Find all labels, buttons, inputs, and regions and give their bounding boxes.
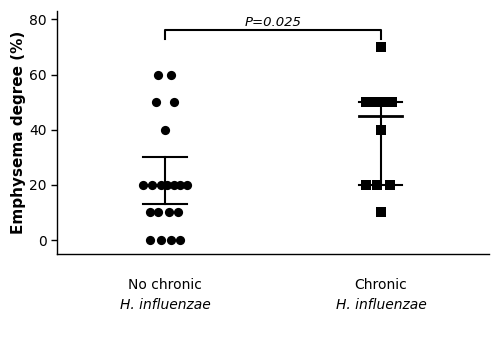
- Point: [140, 182, 147, 188]
- Point: [379, 99, 387, 105]
- Text: No chronic: No chronic: [128, 278, 202, 292]
- Point: [154, 72, 162, 77]
- Point: [163, 182, 171, 188]
- Point: [165, 210, 173, 215]
- Point: [168, 237, 175, 243]
- Point: [377, 127, 385, 132]
- Point: [377, 210, 385, 215]
- Point: [152, 99, 160, 105]
- Point: [377, 44, 385, 50]
- Point: [156, 182, 164, 188]
- Point: [156, 237, 164, 243]
- Point: [176, 182, 184, 188]
- Point: [370, 99, 378, 105]
- Point: [388, 99, 396, 105]
- Point: [386, 182, 394, 188]
- Point: [161, 127, 169, 132]
- Point: [372, 182, 380, 188]
- Text: H. influenzae: H. influenzae: [120, 297, 210, 312]
- Text: P=0.025: P=0.025: [244, 16, 302, 29]
- Point: [146, 210, 154, 215]
- Point: [362, 182, 370, 188]
- Point: [154, 210, 162, 215]
- Point: [170, 99, 177, 105]
- Point: [176, 237, 184, 243]
- Point: [182, 182, 190, 188]
- Text: Chronic: Chronic: [354, 278, 408, 292]
- Text: H. influenzae: H. influenzae: [336, 297, 426, 312]
- Point: [362, 99, 370, 105]
- Point: [146, 237, 154, 243]
- Y-axis label: Emphysema degree (%): Emphysema degree (%): [11, 31, 26, 234]
- Point: [174, 210, 182, 215]
- Point: [148, 182, 156, 188]
- Point: [170, 182, 177, 188]
- Point: [168, 72, 175, 77]
